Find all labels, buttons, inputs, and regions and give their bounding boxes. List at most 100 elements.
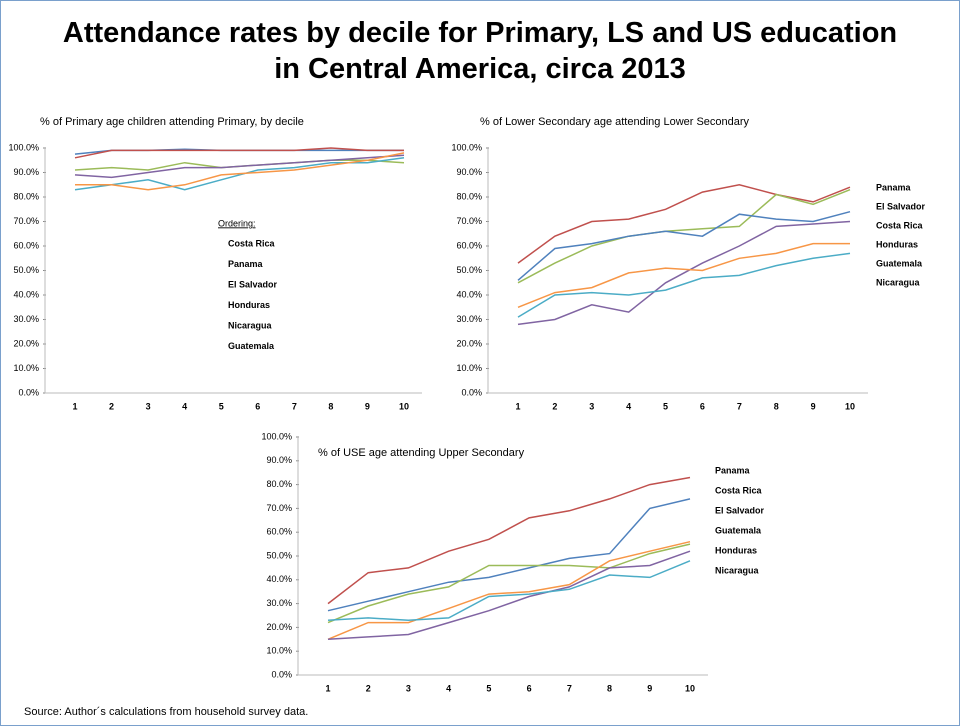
x-tick-label: 2: [109, 401, 114, 411]
y-tick-label: 50.0%: [266, 550, 292, 560]
x-tick-label: 3: [589, 401, 594, 411]
legend-entry: Panama: [228, 259, 264, 269]
legend-entry: Nicaragua: [228, 320, 273, 330]
legend-entry: Guatemala: [876, 258, 923, 268]
legend-entry: Nicaragua: [876, 277, 921, 287]
legend-entry: El Salvador: [876, 201, 926, 211]
x-tick-label: 8: [607, 683, 612, 693]
y-tick-label: 70.0%: [456, 216, 482, 226]
x-tick-label: 9: [647, 683, 652, 693]
x-tick-label: 8: [328, 401, 333, 411]
y-tick-label: 90.0%: [13, 167, 39, 177]
y-tick-label: 20.0%: [13, 338, 39, 348]
x-tick-label: 1: [325, 683, 330, 693]
source-note: Source: Author´s calculations from house…: [24, 706, 308, 718]
y-tick-label: 100.0%: [451, 142, 482, 152]
y-tick-label: 70.0%: [266, 503, 292, 513]
y-tick-label: 60.0%: [266, 527, 292, 537]
series-line: [517, 220, 851, 326]
legend-entry: El Salvador: [228, 279, 278, 289]
legend-entry: Nicaragua: [715, 565, 760, 575]
y-tick-label: 0.0%: [18, 387, 39, 397]
x-tick-label: 4: [446, 683, 451, 693]
series-line: [517, 189, 851, 284]
y-tick-label: 100.0%: [261, 431, 292, 441]
x-tick-label: 1: [515, 401, 520, 411]
y-tick-label: 0.0%: [271, 669, 292, 679]
legend-entry: Guatemala: [228, 341, 275, 351]
chart-title: % of Primary age children attending Prim…: [40, 116, 304, 128]
y-tick-label: 50.0%: [13, 265, 39, 275]
chart-title: % of Lower Secondary age attending Lower…: [480, 116, 750, 128]
series-line: [74, 154, 405, 179]
y-tick-label: 10.0%: [456, 363, 482, 373]
y-tick-label: 80.0%: [266, 479, 292, 489]
y-tick-label: 90.0%: [266, 455, 292, 465]
x-tick-label: 3: [406, 683, 411, 693]
legend-entry: Panama: [715, 465, 751, 475]
x-tick-label: 2: [366, 683, 371, 693]
series-line: [517, 252, 851, 318]
slide-title: Attendance rates by decile for Primary, …: [63, 17, 897, 85]
x-tick-label: 7: [567, 683, 572, 693]
y-tick-label: 60.0%: [13, 240, 39, 250]
x-tick-label: 6: [527, 683, 532, 693]
y-tick-label: 80.0%: [456, 191, 482, 201]
y-tick-label: 70.0%: [13, 216, 39, 226]
x-tick-label: 10: [845, 401, 855, 411]
x-tick-label: 4: [626, 401, 631, 411]
x-tick-label: 2: [552, 401, 557, 411]
x-tick-label: 4: [182, 401, 187, 411]
series-line: [75, 152, 405, 191]
x-tick-label: 7: [737, 401, 742, 411]
x-tick-label: 9: [365, 401, 370, 411]
y-tick-label: 10.0%: [266, 646, 292, 656]
legend-entry: Honduras: [876, 239, 918, 249]
series-line: [327, 540, 691, 640]
legend-entry: Guatemala: [715, 525, 762, 535]
x-tick-label: 7: [292, 401, 297, 411]
series-line: [327, 476, 691, 605]
y-tick-label: 100.0%: [8, 142, 39, 152]
x-tick-label: 10: [399, 401, 409, 411]
series-line: [327, 498, 691, 612]
legend-entry: Honduras: [715, 545, 757, 555]
y-tick-label: 30.0%: [13, 314, 39, 324]
legend-entry: Panama: [876, 182, 912, 192]
y-tick-label: 40.0%: [456, 289, 482, 299]
x-tick-label: 5: [486, 683, 491, 693]
chart-title: % of USE age attending Upper Secondary: [318, 447, 525, 459]
y-tick-label: 40.0%: [13, 289, 39, 299]
y-tick-label: 0.0%: [461, 387, 482, 397]
x-tick-label: 8: [774, 401, 779, 411]
series-line: [517, 184, 851, 264]
x-tick-label: 1: [72, 401, 77, 411]
y-tick-label: 20.0%: [456, 338, 482, 348]
y-tick-label: 30.0%: [266, 598, 292, 608]
series-line: [327, 550, 691, 641]
x-tick-label: 5: [663, 401, 668, 411]
y-tick-label: 80.0%: [13, 191, 39, 201]
x-tick-label: 9: [811, 401, 816, 411]
legend-entry: El Salvador: [715, 505, 765, 515]
legend-entry: Costa Rica: [228, 238, 276, 248]
y-tick-label: 30.0%: [456, 314, 482, 324]
legend-entry: Costa Rica: [876, 220, 924, 230]
y-tick-label: 40.0%: [266, 574, 292, 584]
x-tick-label: 3: [146, 401, 151, 411]
series-line: [327, 560, 691, 622]
series-line: [74, 147, 404, 159]
x-tick-label: 6: [255, 401, 260, 411]
y-tick-label: 90.0%: [456, 167, 482, 177]
series-line: [517, 210, 851, 281]
x-tick-label: 5: [219, 401, 224, 411]
legend-entry: Costa Rica: [715, 485, 763, 495]
legend-entry: Honduras: [228, 300, 270, 310]
y-tick-label: 10.0%: [13, 363, 39, 373]
y-tick-label: 20.0%: [266, 622, 292, 632]
x-tick-label: 6: [700, 401, 705, 411]
y-tick-label: 50.0%: [456, 265, 482, 275]
series-line: [517, 242, 850, 308]
